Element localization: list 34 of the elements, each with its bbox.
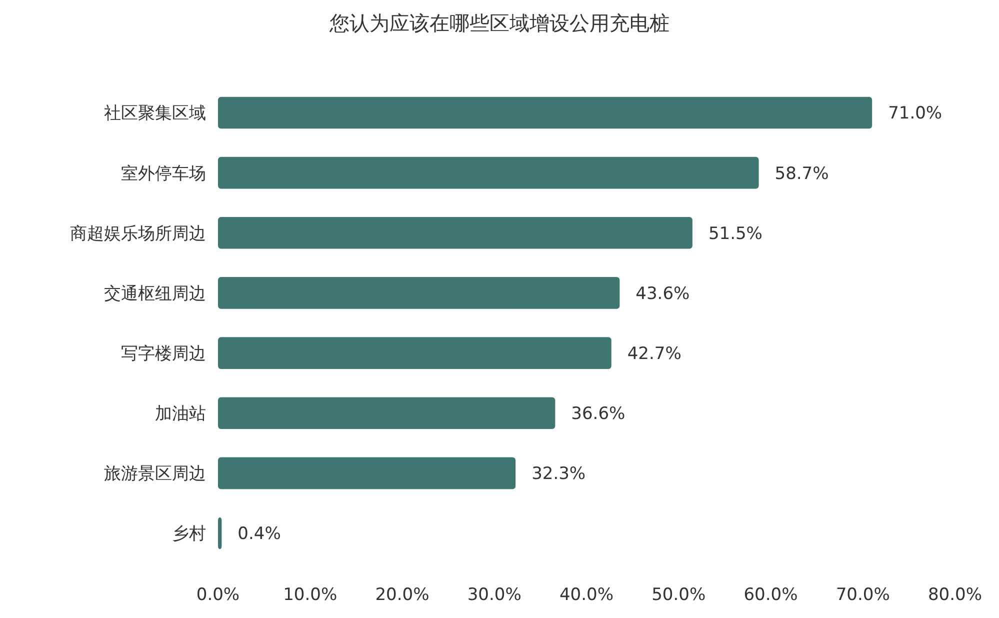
y-tick-label: 加油站 (155, 404, 206, 424)
x-tick-label: 40.0% (559, 585, 614, 605)
y-tick-label: 写字楼周边 (121, 344, 206, 364)
data-label: 36.6% (571, 404, 626, 424)
x-tick-label: 0.0% (196, 585, 240, 605)
data-label: 43.6% (636, 284, 690, 304)
bar (218, 517, 222, 550)
bar (218, 216, 692, 249)
data-label: 32.3% (532, 464, 586, 484)
y-tick-label: 室外停车场 (121, 164, 206, 184)
y-tick-label: 社区聚集区域 (104, 104, 206, 124)
chart-title: 您认为应该在哪些区域增设公用充电桩 (328, 11, 670, 35)
x-tick-label: 10.0% (283, 585, 338, 605)
x-tick-label: 50.0% (652, 585, 706, 605)
y-tick-label: 乡村 (172, 524, 206, 544)
data-label: 51.5% (708, 224, 762, 244)
x-tick-label: 60.0% (744, 585, 798, 605)
data-label: 71.0% (888, 104, 942, 124)
x-tick-label: 70.0% (836, 585, 890, 605)
bar (218, 96, 872, 129)
y-tick-label: 旅游景区周边 (104, 464, 206, 484)
bar (218, 337, 612, 369)
x-tick-label: 20.0% (375, 585, 430, 605)
bar (218, 457, 516, 490)
y-tick-label: 交通枢纽周边 (104, 284, 206, 304)
data-label: 58.7% (774, 164, 829, 184)
y-tick-label: 商超娱乐场所周边 (70, 224, 206, 244)
x-tick-label: 30.0% (467, 585, 522, 605)
data-label: 42.7% (627, 344, 682, 364)
x-tick-label: 80.0% (928, 585, 982, 605)
data-label: 0.4% (238, 524, 281, 544)
bar (218, 277, 620, 309)
bar (218, 397, 556, 430)
bar (218, 156, 759, 189)
